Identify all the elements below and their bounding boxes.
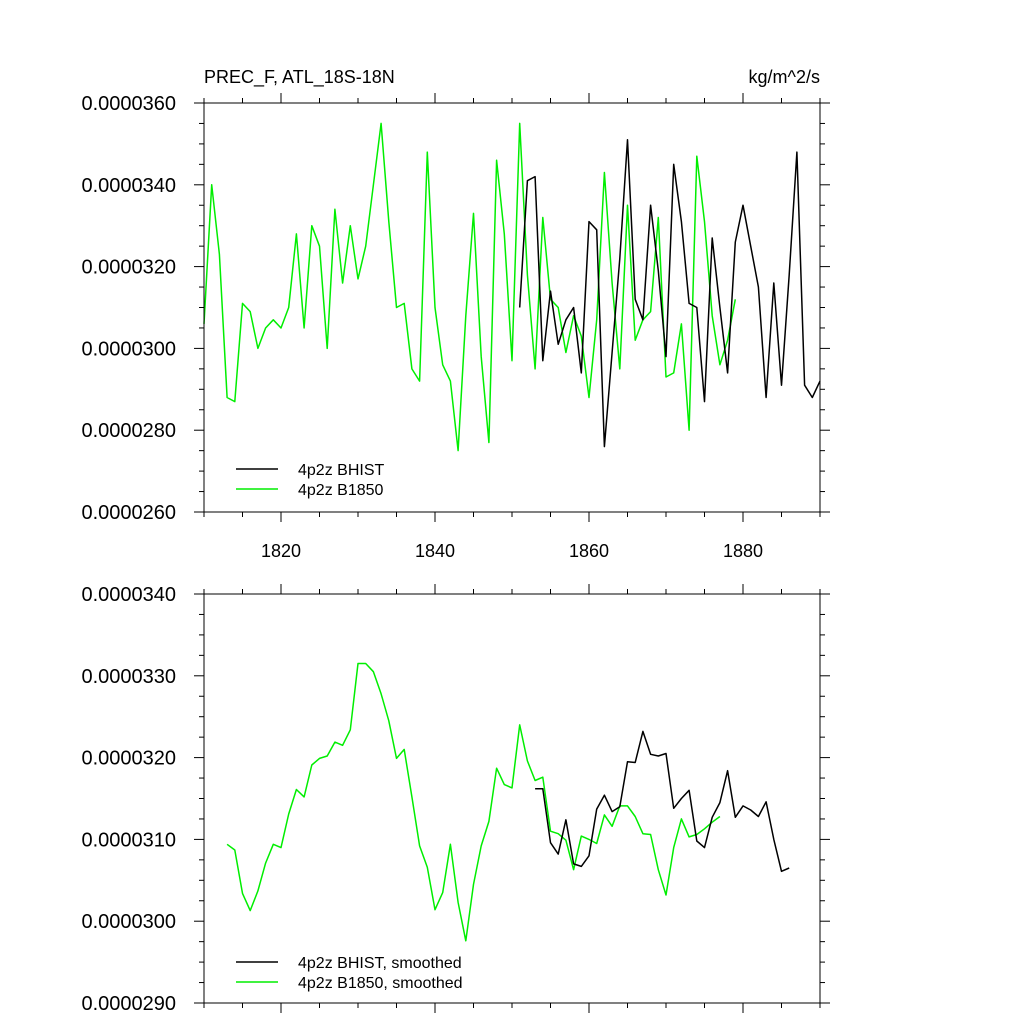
legend-label-bhist: 4p2z BHIST <box>298 462 384 479</box>
panel-2-frame <box>203 593 821 1004</box>
panel-2-legend: 4p2z BHIST, smoothed 4p2z B1850, smoothe… <box>236 955 463 992</box>
legend-label-b1850: 4p2z B1850 <box>298 482 384 499</box>
y-tick-label: 0.0000290 <box>81 993 176 1015</box>
panel-1-x-tick-labels: 1820 1840 1860 1880 <box>261 541 763 561</box>
y-tick-label: 0.0000300 <box>81 338 176 360</box>
x-tick-label: 1880 <box>723 541 763 561</box>
x-tick-label: 1820 <box>261 541 301 561</box>
chart-title: PREC_F, ATL_18S-18N <box>204 67 395 88</box>
y-tick-label: 0.0000340 <box>81 175 176 197</box>
legend-label-bhist-smoothed: 4p2z BHIST, smoothed <box>298 955 462 972</box>
y-tick-label: 0.0000280 <box>81 420 176 442</box>
panel-1-y-tick-labels: 0.0000260 0.0000280 0.0000300 0.0000320 0.00… <box>81 93 176 524</box>
x-tick-label: 1840 <box>415 541 455 561</box>
y-tick-label: 0.0000320 <box>81 257 176 279</box>
series-line-4p2z-bhist <box>518 139 821 448</box>
series-line-4p2z-b1850-smoothed <box>226 662 721 942</box>
y-tick-label: 0.0000330 <box>81 666 176 688</box>
y-tick-label: 0.0000260 <box>81 502 176 524</box>
x-tick-label: 1860 <box>569 541 609 561</box>
y-tick-label: 0.0000360 <box>81 93 176 115</box>
series-line-4p2z-bhist-smoothed <box>535 730 790 873</box>
panel-1-series <box>203 122 821 452</box>
panel-1-frame <box>203 102 821 513</box>
y-tick-label: 0.0000300 <box>81 911 176 933</box>
panel-1-legend: 4p2z BHIST 4p2z B1850 <box>236 462 384 499</box>
y-tick-label: 0.0000320 <box>81 748 176 770</box>
panel-2-y-tick-labels: 0.0000290 0.0000300 0.0000310 0.0000320 0.00… <box>81 584 176 1015</box>
panel-precip-smoothed: 0.0000290 0.0000300 0.0000310 0.0000320 0.00… <box>81 584 830 1015</box>
y-tick-label: 0.0000340 <box>81 584 176 606</box>
series-line-4p2z-b1850 <box>203 122 737 452</box>
legend-label-b1850-smoothed: 4p2z B1850, smoothed <box>298 975 463 992</box>
panel-precip-raw: PREC_F, ATL_18S-18N kg/m^2/s 0.00002600.… <box>81 67 830 561</box>
panel-1-ticks <box>194 93 830 522</box>
panel-2-series <box>226 662 790 942</box>
panel-2-ticks <box>194 584 830 1013</box>
chart-units: kg/m^2/s <box>749 67 820 87</box>
y-tick-label: 0.0000310 <box>81 829 176 851</box>
